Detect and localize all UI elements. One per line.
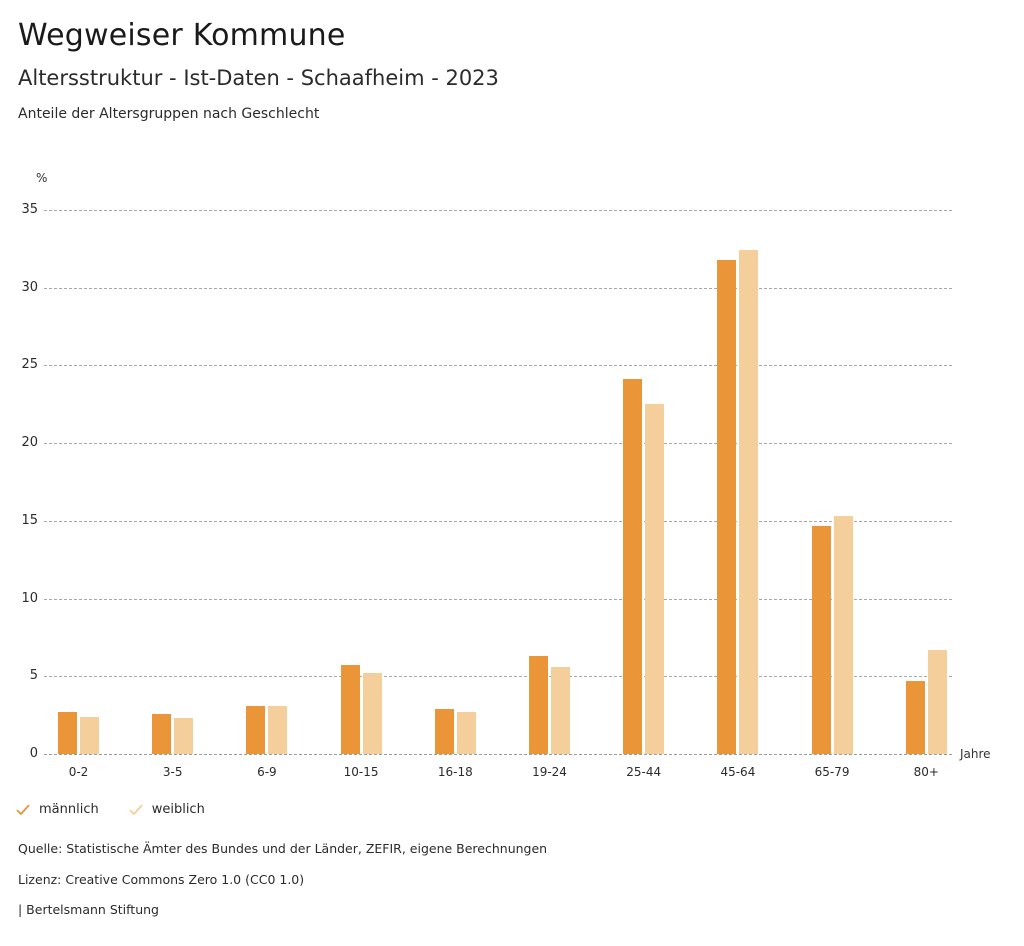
- y-axis-tick-label: 5: [29, 668, 38, 684]
- y-axis-tick-label: 10: [21, 590, 38, 606]
- bar-6-9-männlich[interactable]: [246, 705, 266, 754]
- gridline: [44, 754, 952, 755]
- bar-16-18-weiblich[interactable]: [456, 712, 476, 754]
- bar-6-9-weiblich[interactable]: [268, 705, 288, 754]
- footer-source: Quelle: Statistische Ämter des Bundes un…: [18, 841, 548, 856]
- x-axis-tick-label: 65-79: [814, 765, 850, 779]
- x-axis-tick-label: 10-15: [343, 765, 379, 779]
- x-axis-tick-label: 25-44: [626, 765, 662, 779]
- chart-description: Anteile der Altersgruppen nach Geschlech…: [18, 106, 320, 122]
- gridline: [44, 210, 952, 211]
- bar-19-24-weiblich[interactable]: [551, 666, 570, 754]
- legend-item-label: männlich: [39, 802, 99, 817]
- footer-publisher: | Bertelsmann Stiftung: [18, 902, 159, 917]
- x-axis-unit-label: Jahre: [960, 747, 991, 761]
- legend-item-weiblich[interactable]: weiblich: [129, 802, 205, 817]
- bar-65-79-weiblich[interactable]: [833, 516, 853, 754]
- bar-10-15-männlich[interactable]: [340, 665, 360, 754]
- chart-footer: Quelle: Statistische Ämter des Bundes un…: [18, 841, 548, 935]
- bar-25-44-weiblich[interactable]: [645, 404, 665, 754]
- bar-19-24-männlich[interactable]: [529, 656, 548, 754]
- footer-license: Lizenz: Creative Commons Zero 1.0 (CC0 1…: [18, 871, 305, 887]
- gridline: [44, 365, 952, 367]
- gridline: [44, 520, 952, 522]
- bar-3-5-weiblich[interactable]: [174, 718, 194, 754]
- bar-16-18-männlich[interactable]: [434, 708, 454, 754]
- y-axis-tick-label: 25: [21, 357, 38, 373]
- page-title: Wegweiser Kommune: [18, 18, 346, 53]
- bar-80plus-männlich[interactable]: [905, 680, 925, 754]
- check-icon[interactable]: [129, 803, 143, 817]
- x-axis-tick-label: 3-5: [162, 765, 183, 779]
- y-axis-tick-label: 20: [21, 435, 38, 451]
- gridline: [44, 598, 952, 600]
- x-axis-tick-label: 6-9: [257, 765, 277, 779]
- x-axis-tick-label: 45-64: [720, 765, 756, 779]
- chart-subtitle: Altersstruktur - Ist-Daten - Schaafheim …: [18, 66, 499, 90]
- bar-0-2-weiblich[interactable]: [80, 716, 99, 754]
- legend-item-männlich[interactable]: männlich: [16, 802, 99, 817]
- y-axis-tick-label: 35: [21, 202, 38, 217]
- bar-10-15-weiblich[interactable]: [362, 673, 382, 754]
- chart-legend: männlich weiblich: [16, 802, 205, 817]
- bar-45-64-weiblich[interactable]: [739, 250, 759, 754]
- gridline: [44, 443, 952, 445]
- gridline: [44, 287, 952, 289]
- x-axis-tick-label: 16-18: [437, 765, 473, 779]
- gridline: [44, 676, 952, 678]
- bar-0-2-männlich[interactable]: [58, 712, 77, 754]
- check-icon[interactable]: [16, 803, 30, 817]
- bar-3-5-männlich[interactable]: [152, 713, 172, 754]
- x-axis-tick-label: 19-24: [532, 765, 567, 779]
- legend-item-label: weiblich: [151, 802, 205, 817]
- bar-45-64-männlich[interactable]: [717, 259, 737, 754]
- bars-group: [58, 250, 947, 754]
- x-axis-tick-label: 80+: [913, 765, 939, 779]
- bar-65-79-männlich[interactable]: [811, 525, 831, 754]
- y-axis-tick-label: 15: [21, 512, 38, 528]
- y-axis-tick-label: 0: [29, 746, 38, 761]
- y-axis-tick-label: 30: [21, 279, 38, 295]
- y-axis-unit-label: %: [36, 171, 48, 185]
- bar-25-44-männlich[interactable]: [623, 379, 643, 754]
- x-axis-tick-label: 0-2: [68, 765, 89, 779]
- bar-80plus-weiblich[interactable]: [927, 649, 947, 754]
